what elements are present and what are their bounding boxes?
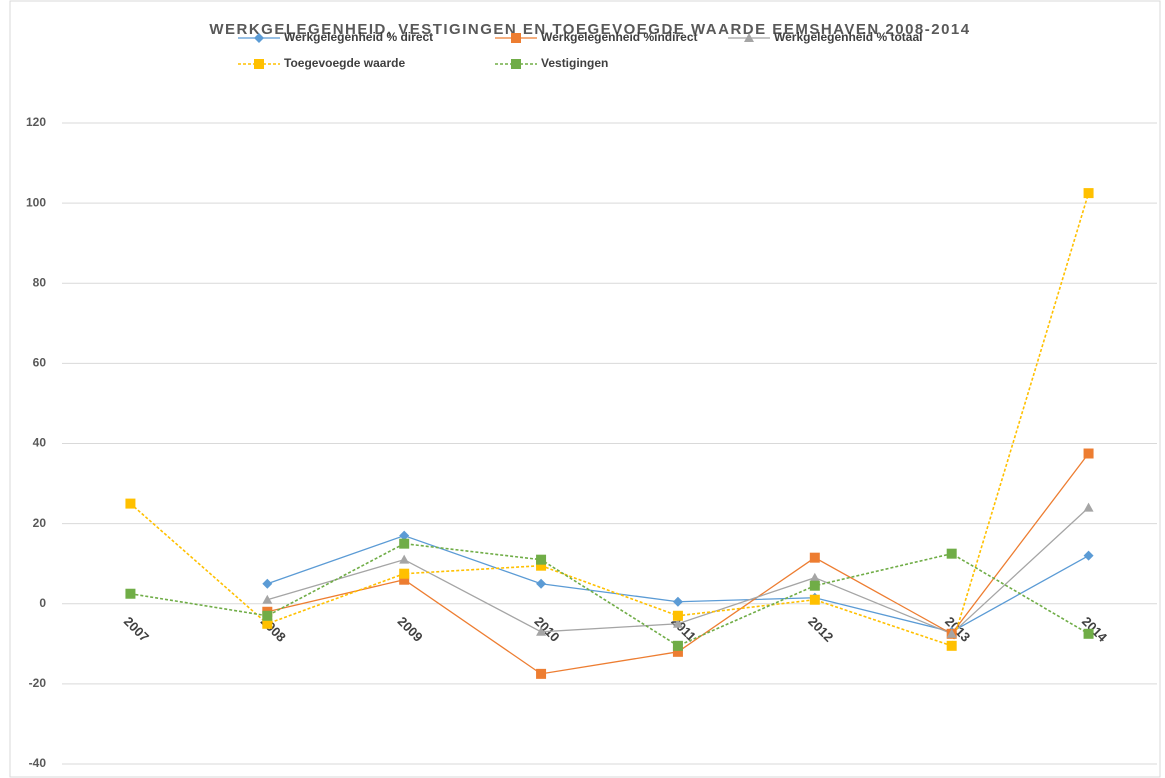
marker bbox=[1083, 502, 1094, 512]
marker bbox=[809, 572, 820, 582]
chart-title: WERKGELEGENHEID, VESTIGINGEN EN TOEGEVOE… bbox=[209, 21, 970, 38]
y-tick-label: 20 bbox=[33, 516, 47, 530]
series-line bbox=[130, 542, 1089, 647]
marker bbox=[511, 59, 521, 69]
marker bbox=[672, 596, 683, 607]
marker bbox=[946, 628, 957, 638]
marker bbox=[809, 580, 820, 591]
legend-label: Werkgelegenheid % totaal bbox=[774, 30, 922, 44]
legend-label: Vestigingen bbox=[541, 56, 608, 70]
marker bbox=[399, 568, 410, 579]
marker bbox=[809, 552, 820, 563]
y-tick-label: 80 bbox=[33, 275, 47, 289]
marker bbox=[672, 610, 683, 621]
y-tick-label: -20 bbox=[29, 676, 47, 690]
y-tick-label: 0 bbox=[39, 596, 46, 610]
marker bbox=[1083, 448, 1094, 459]
legend-label: Werkgelegenheid % direct bbox=[284, 30, 433, 44]
marker bbox=[254, 59, 264, 69]
marker bbox=[511, 33, 521, 43]
y-tick-label: 100 bbox=[26, 195, 46, 209]
marker bbox=[262, 594, 273, 604]
marker bbox=[946, 640, 957, 651]
legend-label: Werkgelegenheid %indirect bbox=[541, 30, 698, 44]
marker bbox=[399, 554, 410, 564]
marker bbox=[262, 618, 273, 629]
marker bbox=[536, 554, 547, 565]
marker bbox=[125, 588, 136, 599]
y-tick-label: 120 bbox=[26, 115, 46, 129]
y-tick-label: 40 bbox=[33, 436, 47, 450]
y-tick-label: -40 bbox=[29, 756, 47, 770]
marker bbox=[1083, 550, 1094, 561]
marker bbox=[672, 640, 683, 651]
marker bbox=[399, 538, 410, 549]
marker bbox=[672, 618, 683, 628]
marker bbox=[536, 626, 547, 636]
legend-label: Toegevoegde waarde bbox=[284, 56, 405, 70]
marker bbox=[125, 498, 136, 509]
y-tick-label: 60 bbox=[33, 356, 47, 370]
marker bbox=[1083, 628, 1094, 639]
marker bbox=[262, 578, 273, 589]
marker bbox=[744, 33, 754, 42]
marker bbox=[262, 610, 273, 621]
chart-frame bbox=[9, 0, 1161, 778]
marker bbox=[399, 530, 410, 541]
marker bbox=[946, 548, 957, 559]
marker bbox=[536, 668, 547, 679]
marker bbox=[254, 33, 264, 43]
marker bbox=[536, 578, 547, 589]
series-line bbox=[129, 192, 1090, 647]
marker bbox=[1083, 188, 1094, 199]
marker bbox=[809, 594, 820, 605]
